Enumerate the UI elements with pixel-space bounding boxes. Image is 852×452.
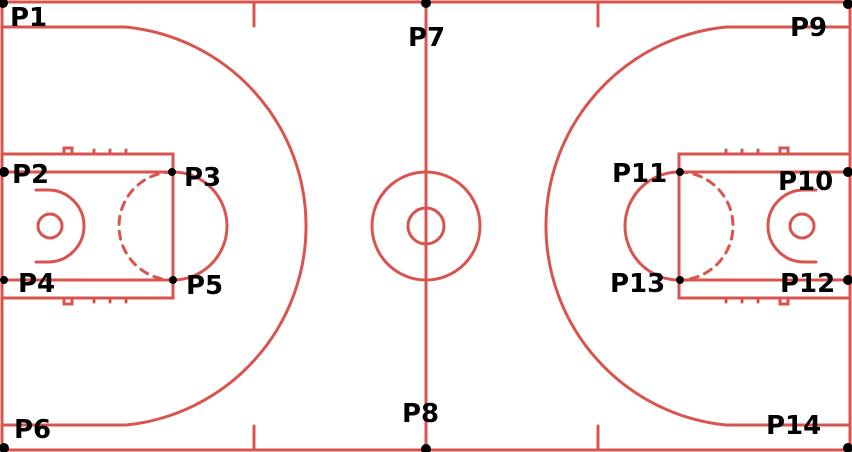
left-three-point-line	[0, 25, 308, 427]
right-free-throw-arc-solid	[623, 170, 681, 282]
point-p10-label: P10	[778, 167, 833, 197]
point-p10-dot	[843, 167, 852, 177]
center-circle-inner	[406, 206, 446, 246]
left-inner-key	[0, 170, 175, 282]
point-p11-label: P11	[612, 159, 667, 189]
point-p8-label: P8	[402, 399, 439, 429]
center-circle-outer	[370, 170, 482, 282]
point-p2-dot	[0, 167, 9, 177]
left-basket	[36, 212, 64, 240]
right-restricted-arc	[766, 188, 818, 264]
point-p12-label: P12	[780, 269, 835, 299]
point-p4-label: P4	[18, 269, 55, 299]
point-p13-label: P13	[610, 269, 665, 299]
right-free-throw-arc-dashed	[677, 170, 735, 282]
right-lane-block-bottom	[778, 296, 790, 306]
left-lane-block-top	[62, 146, 74, 156]
point-p5-dot	[169, 276, 177, 284]
point-p3-dot	[168, 168, 176, 176]
left-lane-ticks	[92, 148, 128, 304]
right-lane-block-top	[778, 146, 790, 156]
left-restricted-arc	[34, 188, 86, 264]
point-p8-dot	[421, 444, 431, 452]
right-basket	[788, 212, 816, 240]
point-p9-dot	[843, 0, 852, 9]
point-p7-dot	[421, 0, 431, 8]
point-p14-dot	[843, 443, 852, 452]
point-p12-dot	[843, 275, 852, 285]
point-p3-label: P3	[184, 163, 221, 193]
point-p1-label: P1	[10, 3, 47, 33]
left-free-throw-arc-dashed	[117, 170, 175, 282]
point-p9-label: P9	[790, 13, 827, 43]
point-p14-label: P14	[766, 411, 821, 441]
left-free-throw-arc-solid	[171, 170, 229, 282]
right-lane-ticks	[724, 148, 760, 304]
point-p11-dot	[676, 168, 684, 176]
left-lane-block-bottom	[62, 296, 74, 306]
point-p6-label: P6	[14, 415, 51, 445]
point-p13-dot	[676, 276, 684, 284]
point-p5-label: P5	[186, 271, 223, 301]
point-p6-dot	[0, 443, 9, 452]
right-inner-key	[677, 170, 852, 282]
point-p2-label: P2	[12, 160, 49, 190]
right-three-point-line	[544, 25, 852, 427]
point-p4-dot	[0, 276, 8, 284]
point-p1-dot	[0, 0, 8, 8]
point-p7-label: P7	[408, 23, 445, 53]
